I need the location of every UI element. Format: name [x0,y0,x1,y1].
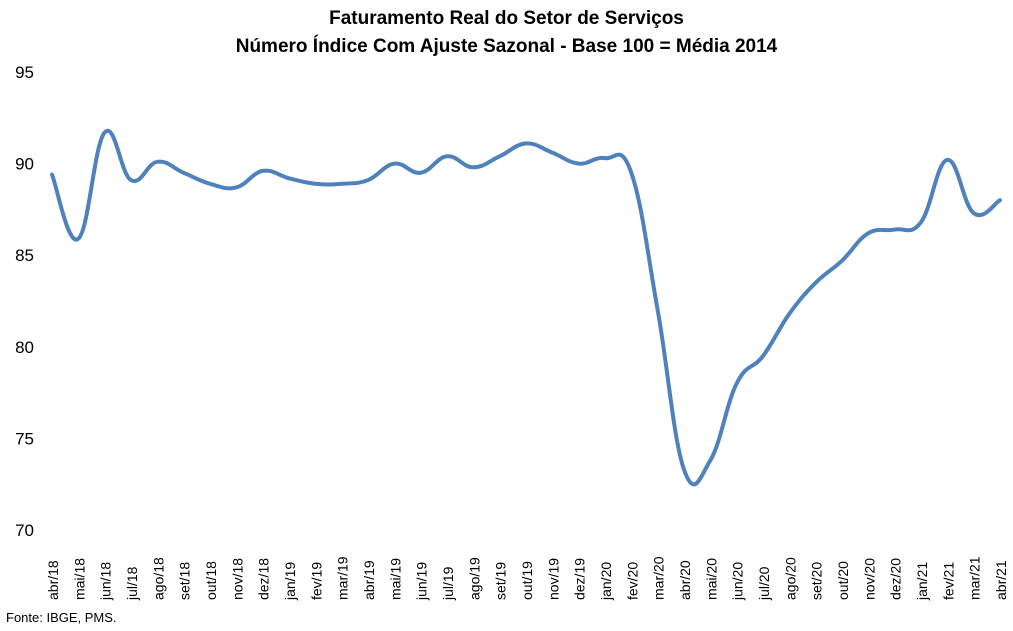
x-tick-label: nov/19 [545,558,561,600]
x-tick-label: ago/20 [782,557,798,600]
data-point [392,162,396,166]
x-tick-label: mar/21 [967,556,983,600]
data-point [261,169,265,173]
x-tick-label: mar/20 [651,556,667,600]
data-point [419,171,423,175]
data-point [498,154,502,158]
x-tick-label: jan/21 [914,562,930,601]
data-point [550,151,554,155]
data-point [998,198,1002,202]
data-point [234,185,238,189]
data-point [103,131,107,135]
data-point [708,458,712,462]
y-tick-label: 70 [15,521,34,540]
data-point [155,160,159,164]
source-note: Fonte: IBGE, PMS. [6,610,117,625]
data-point [893,228,897,232]
data-point [656,308,660,312]
data-point [577,162,581,166]
data-point [76,237,80,241]
y-tick-label: 95 [15,63,34,82]
x-tick-label: set/19 [493,562,509,600]
x-tick-label: set/18 [177,562,193,600]
data-point [50,173,54,177]
x-tick-label: nov/18 [229,558,245,600]
data-point [840,259,844,263]
data-point [972,211,976,215]
x-tick-label: mai/18 [71,558,87,600]
data-point [603,156,607,160]
data-point [629,171,633,175]
x-tick-label: ago/18 [150,557,166,600]
x-tick-label: jun/20 [730,562,746,601]
x-tick-label: dez/18 [256,558,272,600]
x-tick-label: mai/19 [387,558,403,600]
data-point [919,220,923,224]
data-point [313,182,317,186]
x-tick-label: ago/19 [466,557,482,600]
data-point [340,182,344,186]
y-tick-label: 90 [15,155,34,174]
x-tick-label: dez/19 [572,558,588,600]
x-tick-label: set/20 [809,562,825,600]
x-tick-label: fev/19 [308,562,324,600]
data-point [129,178,133,182]
x-tick-label: abr/21 [993,560,1009,600]
x-tick-label: mai/20 [703,558,719,600]
x-tick-label: fev/21 [940,562,956,600]
x-tick-label: jun/18 [98,562,114,601]
data-point [866,231,870,235]
series-line [50,128,1002,487]
x-tick-label: abr/19 [361,560,377,600]
x-tick-label: out/20 [835,561,851,600]
x-tick-label: out/18 [203,561,219,600]
data-point [682,468,686,472]
x-tick-label: jul/20 [756,566,772,601]
data-point [182,171,186,175]
x-tick-label: jul/18 [124,566,140,601]
x-tick-label: abr/18 [45,560,61,600]
data-point [761,354,765,358]
x-tick-label: jan/19 [282,562,298,601]
y-tick-label: 80 [15,338,34,357]
chart-title: Faturamento Real do Setor de Serviços [329,8,684,29]
x-tick-label: jul/19 [440,566,456,601]
y-tick-label: 85 [15,246,34,265]
y-tick-label: 75 [15,429,34,448]
x-tick-label: dez/20 [888,558,904,600]
x-tick-label: jun/19 [414,562,430,601]
data-point [814,281,818,285]
x-tick-label: jan/20 [598,562,614,601]
x-tick-label: out/19 [519,561,535,600]
data-point [787,312,791,316]
data-point [287,176,291,180]
data-point [445,154,449,158]
data-point [945,158,949,162]
x-tick-label: abr/20 [677,560,693,600]
data-point [735,381,739,385]
data-point [524,141,528,145]
data-point [471,165,475,169]
data-point [366,178,370,182]
x-tick-label: fev/20 [624,562,640,600]
x-tick-label: mar/19 [335,556,351,600]
data-point [208,182,212,186]
x-tick-label: nov/20 [861,558,877,600]
chart-subtitle: Número Índice Com Ajuste Sazonal - Base … [235,36,778,57]
